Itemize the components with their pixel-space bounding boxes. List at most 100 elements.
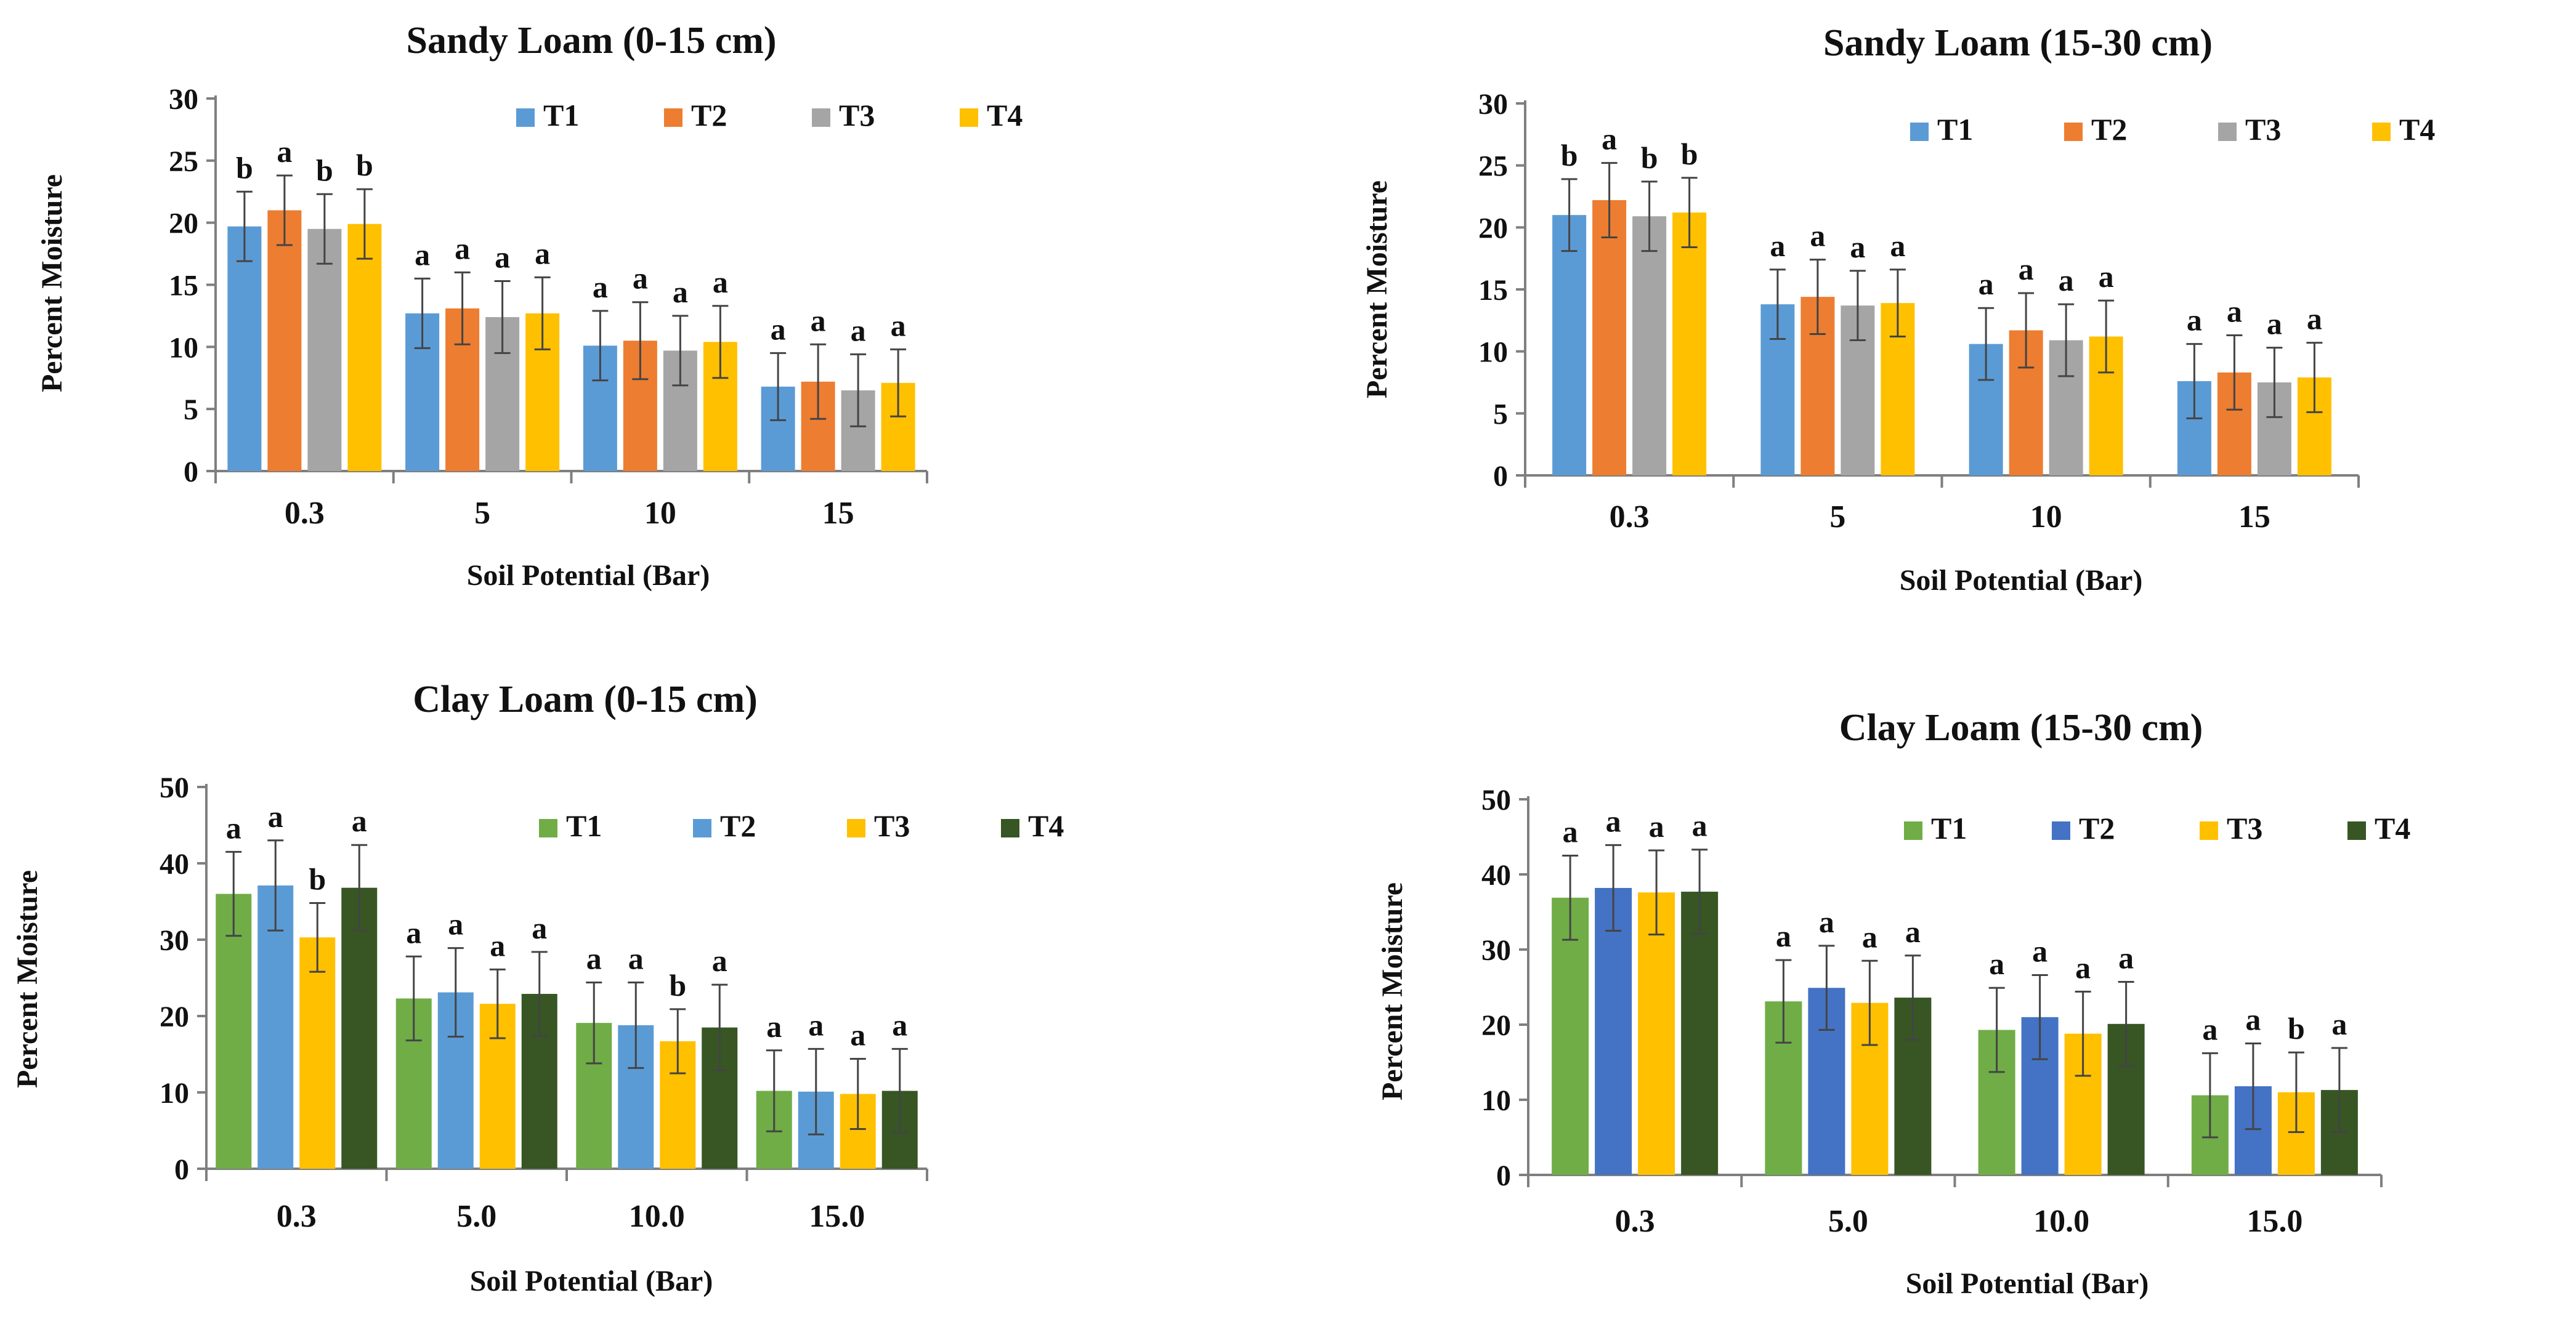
significance-label: b [1681,137,1698,171]
bar-t3 [1638,892,1675,1175]
legend-swatch [847,819,865,837]
legend-label: T2 [2091,112,2127,147]
chart-title: Sandy Loam (15-30 cm) [1823,22,2213,64]
significance-label: a [593,270,608,304]
x-tick-label: 10.0 [2033,1204,2089,1239]
bar-t1 [216,893,252,1169]
y-tick-label: 25 [1478,150,1508,183]
significance-label: a [1905,914,1921,949]
y-tick-label: 30 [1478,88,1508,121]
x-tick-label: 15 [822,496,854,531]
significance-label: a [586,941,602,975]
y-tick-label: 10 [169,331,198,364]
legend-label: T3 [874,809,910,843]
y-tick-label: 30 [1481,934,1511,967]
y-axis-label: Percent Moisture [1361,180,1393,398]
legend-swatch [664,108,682,127]
y-tick-label: 20 [1478,212,1508,244]
significance-label: a [1602,122,1617,156]
bar-t1 [1552,897,1589,1175]
legend-label: T2 [2079,811,2115,845]
significance-label: a [2245,1002,2261,1037]
y-axis-label-group: Percent Moisture [11,870,44,1088]
x-axis-label: Soil Potential (Bar) [470,1265,713,1297]
significance-label: b [236,150,253,185]
y-axis-label-group: Percent Moisture [1376,882,1409,1100]
y-tick-label: 30 [169,83,198,116]
significance-label: a [455,231,470,265]
significance-label: b [1561,138,1578,172]
significance-label: a [532,911,547,945]
significance-label: a [1862,919,1877,954]
x-tick-label: 0.3 [1610,499,1650,534]
legend-swatch [539,819,557,837]
legend-label: T4 [2375,811,2410,845]
significance-label: a [2227,294,2242,328]
significance-label: b [309,861,326,896]
x-tick-label: 0.3 [277,1199,317,1234]
legend-label: T2 [720,809,756,843]
significance-label: a [535,236,550,270]
legend-label: T4 [2399,112,2435,147]
significance-label: a [1606,804,1621,838]
significance-label: a [811,303,826,337]
bar-t1 [227,226,262,471]
x-tick-label: 10 [2030,499,2062,534]
significance-label: a [1979,267,1994,301]
y-tick-label: 0 [184,456,198,488]
legend-swatch [693,819,711,837]
significance-label: a [226,810,241,845]
significance-label: b [316,153,333,187]
bar-t2 [257,885,294,1169]
bar-t2 [1592,200,1627,475]
significance-label: a [1850,230,1865,264]
significance-label: a [892,1007,907,1042]
significance-label: b [2288,1011,2305,1046]
legend-label: T4 [987,98,1023,132]
significance-label: a [2267,307,2282,341]
significance-label: a [1649,809,1664,844]
significance-label: a [891,308,906,342]
significance-label: a [415,237,430,272]
y-tick-label: 10 [1481,1084,1511,1117]
chart-title: Clay Loam (15-30 cm) [1839,707,2203,749]
x-tick-label: 15.0 [809,1199,865,1234]
legend-swatch [2218,123,2237,141]
significance-label: a [2202,1012,2218,1046]
significance-label: a [633,261,648,296]
significance-label: a [673,275,688,309]
x-axis-label: Soil Potential (Bar) [467,559,710,592]
y-tick-label: 40 [1481,859,1511,892]
y-tick-label: 40 [160,848,189,881]
significance-label: a [2032,934,2047,968]
x-tick-label: 15.0 [2246,1204,2303,1239]
x-tick-label: 5 [1829,499,1845,534]
significance-label: a [712,943,727,978]
legend-swatch [516,108,535,127]
y-tick-label: 25 [169,145,198,178]
significance-label: a [2307,302,2322,336]
significance-label: a [850,1017,865,1052]
bar-t3 [299,937,336,1169]
chart-clay-loam-0-15: Clay Loam (0-15 cm) Percent Moisture Soi… [11,679,1064,1297]
y-tick-label: 0 [1493,460,1508,493]
y-tick-label: 10 [160,1077,189,1110]
legend-swatch [2372,123,2391,141]
significance-label: a [2075,950,2091,985]
significance-label: a [2099,259,2114,294]
x-tick-label: 5.0 [1828,1204,1868,1239]
legend-swatch [2347,821,2366,840]
bar-t4 [1681,892,1719,1175]
bar-t4 [341,887,378,1169]
chart-title: Clay Loam (0-15 cm) [413,679,758,720]
y-tick-label: 20 [1481,1009,1511,1042]
legend-label: T3 [839,98,875,132]
legend-swatch [960,108,978,127]
y-tick-label: 10 [1478,336,1508,369]
bar-t3 [307,228,342,471]
legend-swatch [2052,821,2070,840]
y-tick-label: 15 [1478,274,1508,307]
y-tick-label: 50 [160,772,189,804]
